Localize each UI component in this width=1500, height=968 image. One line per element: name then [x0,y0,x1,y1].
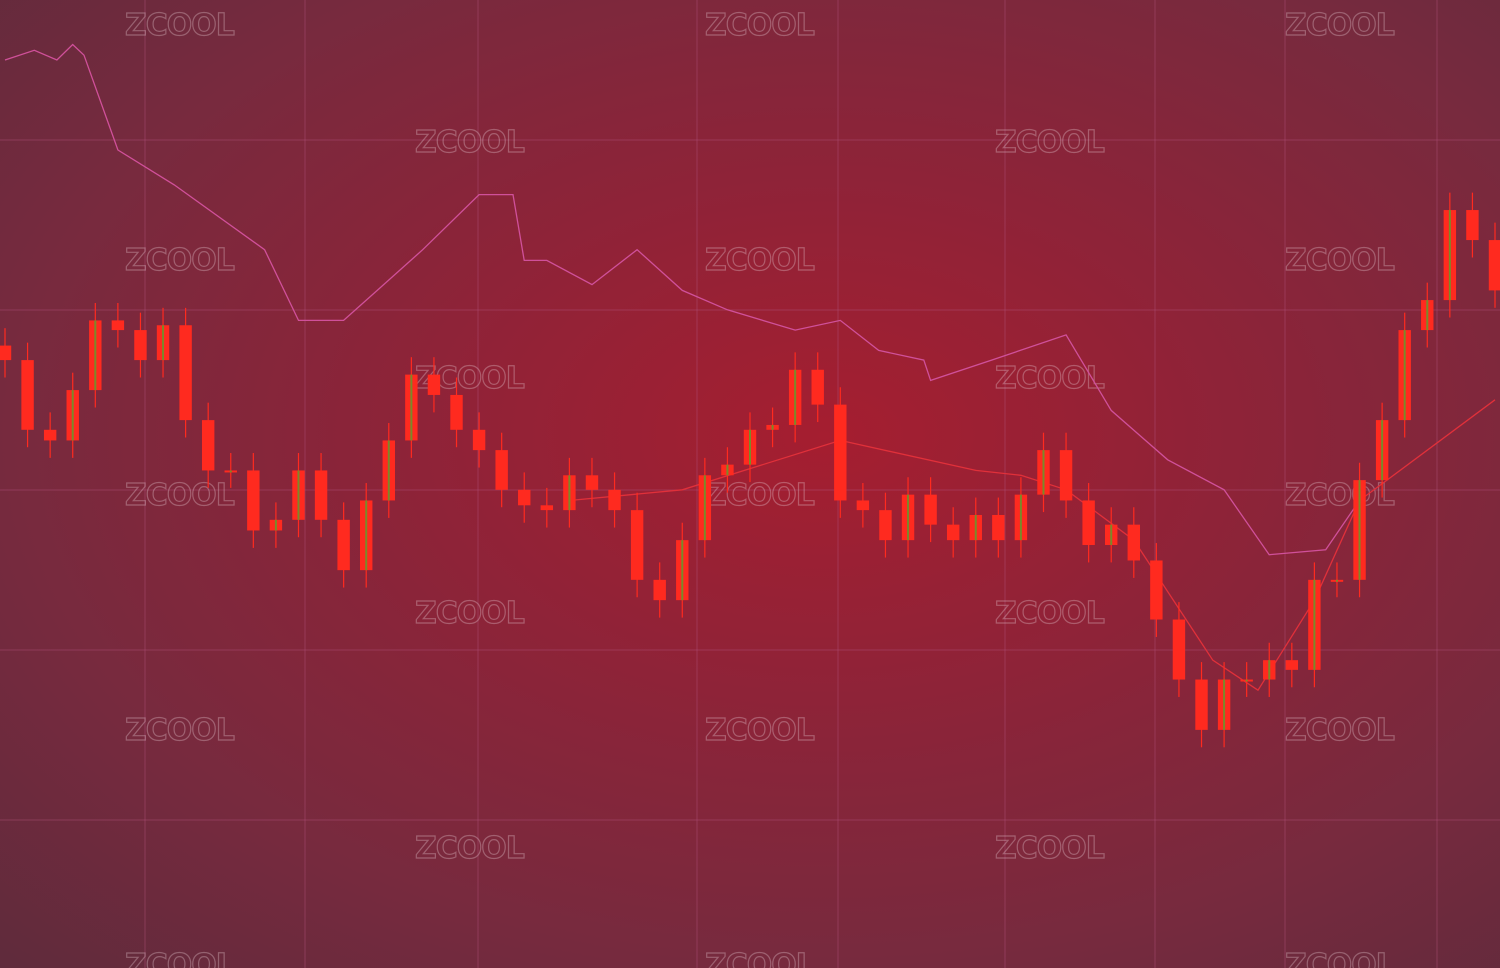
candle-body [1285,660,1299,670]
candle-body-up-mark [1381,420,1384,481]
candle-body [992,514,1005,541]
watermark-logo: ZCOOL [125,8,235,43]
watermark-logo: ZCOOL [1285,713,1395,748]
candle-body [1466,210,1479,241]
candle-body-up-mark [71,390,74,441]
candle-body [1172,619,1186,680]
candle-body-up-mark [1110,524,1113,545]
candle-body-up-mark [1358,480,1361,580]
watermark-logo: ZCOOL [705,478,815,513]
candle-body-up-mark [771,424,774,430]
candle-body [653,579,666,601]
candle-body-up-mark [907,494,910,541]
candle-body-up-mark [1448,210,1451,301]
watermark-logo: ZCOOL [1285,243,1395,278]
candle-body-up-mark [365,500,368,571]
candle-body [1195,679,1208,730]
candle-body-up-mark [297,470,300,520]
candle-body-up-mark [1268,660,1271,680]
candle-body-up-mark [274,519,277,531]
watermark-logo: ZCOOL [995,831,1105,866]
watermark-logo: ZCOOL [705,948,815,968]
candle-body [834,404,847,501]
candle-body-up-mark [94,320,97,391]
moving-average-line-2 [4,43,1361,556]
watermark-logo: ZCOOL [125,478,235,513]
candle-body-up-mark [749,429,751,465]
candle-body [1488,240,1500,291]
candle-body [811,369,824,405]
candle-body-up-mark [1042,450,1045,495]
candle-body [585,475,599,490]
watermark-logo: ZCOOL [1285,478,1395,513]
candle-body-up-mark [794,369,797,425]
candle-body-up-mark [681,540,684,601]
candle-body-up-mark [568,475,571,511]
candle-body [1082,500,1095,545]
watermark-logo: ZCOOL [995,125,1105,160]
candle-body-up-mark [1245,679,1248,682]
candle-body-up-mark [974,514,977,541]
candle-body [472,429,486,451]
candle-body [856,500,870,511]
candle-body [946,524,960,541]
watermark-logo: ZCOOL [1285,8,1395,43]
candle-body-up-mark [387,440,390,501]
candle-body-up-mark [1313,579,1316,670]
candle-body [179,325,192,421]
candle-body [1127,524,1140,561]
watermark-logo: ZCOOL [415,125,525,160]
candle-body [450,394,463,430]
candle-body [879,510,892,541]
candle-body [924,494,937,525]
watermark-logo: ZCOOL [705,243,815,278]
watermark-logo: ZCOOL [705,8,815,43]
candle-body [1150,560,1163,620]
candle-body-up-mark [162,325,165,361]
candle-body-up-mark [1403,330,1406,421]
moving-average-line-1 [569,399,1496,692]
candle-body [608,489,621,511]
candle-body-up-mark [726,464,729,476]
candle-body [314,470,328,520]
candle-body-up-mark [229,470,232,473]
candle-body-up-mark [1019,494,1022,541]
candle-body [1059,450,1073,501]
watermark-logo: ZCOOL [995,596,1105,631]
watermark-logo: ZCOOL [415,596,525,631]
candle-body [540,505,554,511]
candle-body-up-mark [703,475,706,541]
candle-body [518,489,531,506]
watermark-logo: ZCOOL [125,713,235,748]
watermark-logo: ZCOOL [125,243,235,278]
candle-body [43,429,57,441]
watermark-logo: ZCOOL [705,713,815,748]
watermark-logo: ZCOOL [125,948,235,968]
candle-body-up-mark [1223,679,1226,730]
candle-body [201,420,215,471]
candle-body-up-mark [410,374,413,441]
watermark-logo: ZCOOL [1285,948,1395,968]
candle-body [495,450,508,490]
candle-body [337,519,350,571]
watermark-logo: ZCOOL [415,831,525,866]
candle-body [247,470,260,531]
candle-body [21,360,34,430]
candle-body-up-mark [1335,579,1338,582]
candle-body-up-mark [1426,300,1429,331]
candle-body [427,374,441,395]
candle-body [0,345,12,361]
candle-body [111,320,125,331]
watermark-logo: ZCOOL [995,361,1105,396]
candle-body [134,330,147,361]
candle-body [630,510,644,580]
